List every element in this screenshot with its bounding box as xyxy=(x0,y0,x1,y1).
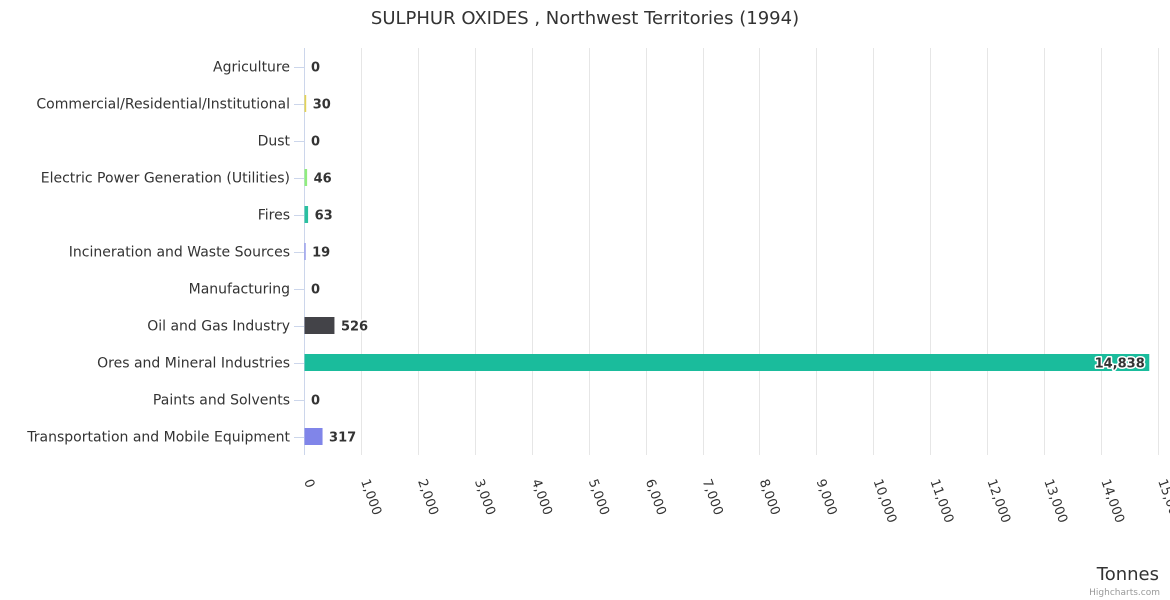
category-label: Manufacturing xyxy=(189,282,290,298)
data-labels: 0 30 0 46 63 19 0 526 14,838 0 317 xyxy=(310,59,1147,447)
bar xyxy=(304,206,309,223)
data-label: 0 xyxy=(311,394,320,409)
category-label: Transportation and Mobile Equipment xyxy=(26,430,290,446)
axes: 0 1,000 2,000 3,000 4,000 5,000 6,000 7,000 8,00… xyxy=(26,48,1170,525)
data-label: 30 xyxy=(313,98,331,113)
data-label: 19 xyxy=(312,246,330,261)
bar xyxy=(304,243,306,260)
chart-title: SULPHUR OXIDES , Northwest Territories (… xyxy=(371,8,799,29)
bars xyxy=(304,95,1150,445)
credits-link[interactable]: Highcharts.com xyxy=(1089,588,1160,598)
bar xyxy=(304,428,323,445)
data-label: 317 xyxy=(329,431,356,446)
data-label: 0 xyxy=(311,283,320,298)
category-label: Incineration and Waste Sources xyxy=(69,245,290,261)
bar xyxy=(304,354,1150,371)
category-label: Electric Power Generation (Utilities) xyxy=(41,171,290,187)
value-axis-title: Tonnes xyxy=(1096,564,1159,585)
category-label: Dust xyxy=(258,134,291,150)
bar xyxy=(304,95,307,112)
category-label: Agriculture xyxy=(213,60,290,76)
category-label: Paints and Solvents xyxy=(153,393,290,409)
category-label: Fires xyxy=(258,208,290,224)
data-label: 526 xyxy=(341,320,368,335)
category-label: Oil and Gas Industry xyxy=(147,319,290,335)
data-label: 14,838 xyxy=(1095,357,1145,372)
category-label: Ores and Mineral Industries xyxy=(97,356,290,372)
gridlines xyxy=(361,48,1159,455)
data-label: 63 xyxy=(315,209,333,224)
data-label: 0 xyxy=(311,61,320,76)
bar xyxy=(304,317,335,334)
category-label: Commercial/Residential/Institutional xyxy=(36,97,290,113)
bar xyxy=(304,169,308,186)
data-label: 46 xyxy=(314,172,332,187)
data-label: 0 xyxy=(311,135,320,150)
